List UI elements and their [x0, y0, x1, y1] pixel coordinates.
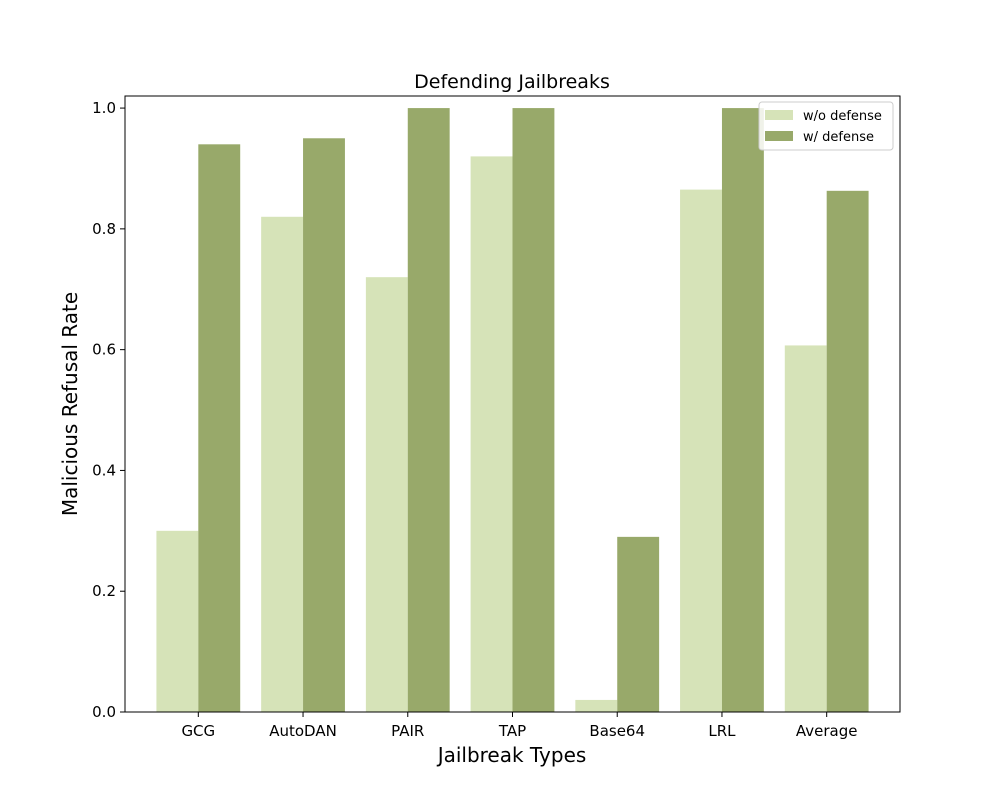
- legend-swatch-with-defense: [765, 131, 793, 141]
- y-tick-label: 0.0: [92, 703, 116, 721]
- y-tick-label: 0.8: [92, 220, 116, 238]
- y-axis: 0.0 0.2 0.4 0.6 0.8 1.0: [92, 99, 125, 721]
- legend-label-without-defense: w/o defense: [803, 109, 882, 124]
- legend: w/o defense w/ defense: [758, 101, 894, 151]
- x-axis-title: Jailbreak Types: [436, 743, 587, 767]
- x-tick-label-lrl: LRL: [708, 722, 736, 740]
- x-tick-label-gcg: GCG: [181, 722, 215, 740]
- legend-label-with-defense: w/ defense: [803, 130, 874, 145]
- y-axis-title: Malicious Refusal Rate: [58, 292, 82, 516]
- bar-with-defense-lrl: [721, 108, 764, 712]
- bar-with-defense-gcg: [198, 144, 241, 712]
- bar-without-defense-lrl: [680, 189, 722, 712]
- x-tick-label-autodan: AutoDAN: [269, 722, 337, 740]
- bar-with-defense-base64: [617, 536, 660, 712]
- y-tick-label: 1.0: [92, 99, 116, 117]
- bar-without-defense-base64: [575, 699, 618, 712]
- bar-without-defense-autodan: [261, 216, 304, 713]
- bar-with-defense-pair: [407, 108, 450, 712]
- bars-group: [156, 108, 869, 713]
- y-tick-label: 0.4: [92, 461, 116, 479]
- x-axis: GCG AutoDAN PAIR TAP Base64 LRL Average: [181, 712, 857, 740]
- legend-swatch-without-defense: [765, 110, 793, 120]
- y-tick-label: 0.6: [92, 341, 116, 359]
- bar-without-defense-tap: [470, 156, 513, 712]
- y-tick-label: 0.2: [92, 582, 116, 600]
- bar-with-defense-tap: [512, 108, 555, 712]
- x-tick-label-pair: PAIR: [391, 722, 424, 740]
- x-tick-label-tap: TAP: [498, 722, 526, 740]
- bar-without-defense-average: [784, 345, 827, 712]
- x-tick-label-base64: Base64: [589, 722, 645, 740]
- bar-with-defense-autodan: [303, 138, 345, 712]
- bar-without-defense-pair: [365, 277, 408, 712]
- bar-with-defense-average: [826, 190, 869, 713]
- chart-title: Defending Jailbreaks: [414, 71, 610, 93]
- bar-without-defense-gcg: [156, 530, 199, 712]
- x-tick-label-average: Average: [796, 722, 858, 740]
